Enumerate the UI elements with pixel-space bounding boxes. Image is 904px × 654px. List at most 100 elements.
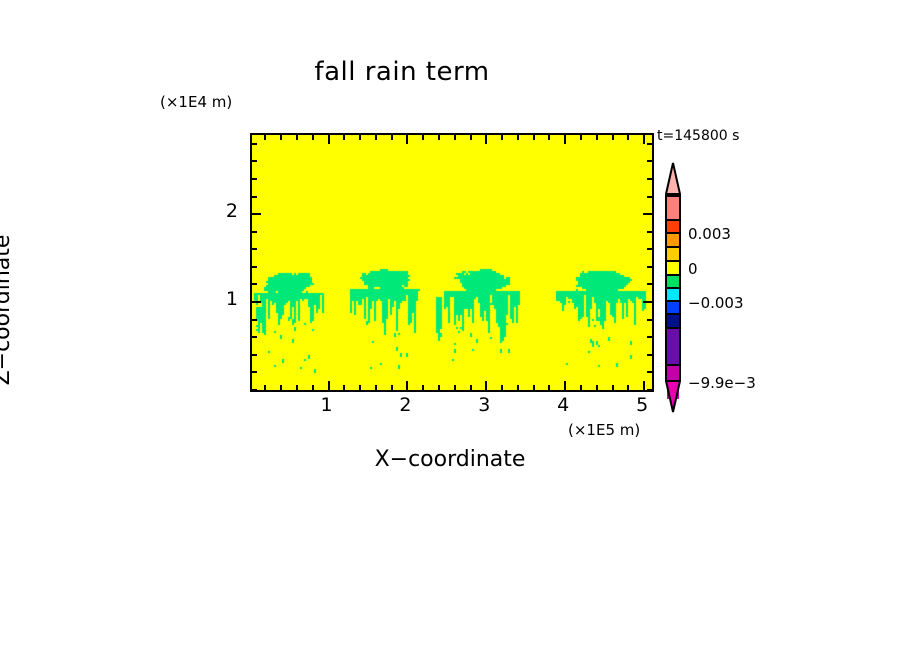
colorbar-band xyxy=(667,234,679,247)
x-axis-tick xyxy=(611,385,614,390)
x-axis-tick xyxy=(595,385,598,390)
colorbar-band-separator xyxy=(667,313,679,316)
time-annotation: t=145800 s xyxy=(657,128,740,144)
x-axis-tick-top xyxy=(453,135,456,140)
y-axis-tick xyxy=(252,353,257,356)
y-axis-title: Z−coordinate xyxy=(0,234,15,386)
colorbar-arrow-up-icon xyxy=(664,162,682,195)
y-axis-tick-right xyxy=(647,195,652,198)
colorbar-bands xyxy=(665,195,681,399)
x-axis-tick-top xyxy=(469,135,472,140)
x-axis-tick-top xyxy=(611,135,614,140)
x-axis-tick xyxy=(548,385,551,390)
y-axis-tick xyxy=(252,265,257,268)
x-axis-tick-top xyxy=(264,135,267,140)
y-axis-tick-right xyxy=(647,389,652,390)
x-axis-tick-top xyxy=(311,135,314,140)
x-axis-tick-top xyxy=(532,135,535,140)
x-axis-tick-top xyxy=(564,135,567,144)
y-axis-tick-right xyxy=(647,371,652,374)
x-axis-tick-top xyxy=(295,135,298,140)
x-axis-tick xyxy=(280,385,283,390)
x-axis-tick-top xyxy=(595,135,598,140)
x-axis-tick xyxy=(469,385,472,390)
x-axis-tick xyxy=(295,385,298,390)
x-axis-tick-top xyxy=(280,135,283,140)
x-axis-tick-top xyxy=(627,135,630,140)
y-axis-tick xyxy=(252,248,257,251)
y-axis-tick-right xyxy=(647,353,652,356)
page-title: fall rain term xyxy=(314,57,490,87)
x-axis-tick xyxy=(564,381,567,390)
colorbar-band xyxy=(667,301,679,314)
y-axis-tick xyxy=(252,230,257,233)
colorbar-tick-label: 0.003 xyxy=(688,225,731,243)
x-axis-tick-label: 4 xyxy=(557,394,570,416)
colorbar-band xyxy=(667,275,679,288)
colorbar-band xyxy=(667,329,679,364)
y-axis-tick-right xyxy=(647,265,652,268)
x-axis-tick-label: 3 xyxy=(478,394,491,416)
x-axis-tick-top xyxy=(501,135,504,140)
x-axis-tick xyxy=(485,381,488,390)
x-axis-tick-top xyxy=(485,135,488,144)
x-axis-tick xyxy=(311,385,314,390)
y-axis-tick xyxy=(252,213,261,216)
x-axis-tick-top xyxy=(516,135,519,140)
y-axis-tick xyxy=(252,195,257,198)
x-axis-tick-top xyxy=(643,135,646,144)
x-axis-tick xyxy=(390,385,393,390)
y-axis-tick-right xyxy=(643,301,652,304)
x-axis-tick-top xyxy=(406,135,409,144)
x-axis-tick-top xyxy=(374,135,377,140)
x-axis-tick-top xyxy=(579,135,582,140)
colorbar-band-separator xyxy=(667,299,679,302)
x-axis-tick-label: 5 xyxy=(636,394,649,416)
y-axis-tick-label: 2 xyxy=(225,200,238,223)
y-axis-tick-right xyxy=(647,283,652,286)
colorbar-band xyxy=(667,197,679,219)
y-axis-tick-right xyxy=(647,336,652,339)
x-axis-tick xyxy=(579,385,582,390)
colorbar: 0.003 0 −0.003 −9.9e−3 xyxy=(662,162,792,414)
colorbar-tick-label: −0.003 xyxy=(688,294,744,312)
colorbar-band-separator xyxy=(667,259,679,262)
x-axis-tick-top xyxy=(548,135,551,140)
x-axis-tick xyxy=(532,385,535,390)
y-axis-tick xyxy=(252,177,257,180)
x-axis-tick xyxy=(422,385,425,390)
y-axis-tick-label: 1 xyxy=(225,288,238,311)
colorbar-band xyxy=(667,315,679,327)
colorbar-arrow-down-icon xyxy=(664,380,682,413)
y-axis-tick xyxy=(252,336,257,339)
colorbar-band-separator xyxy=(667,287,679,290)
x-axis-tick-label: 2 xyxy=(399,394,412,416)
y-axis-units-label: (×1E4 m) xyxy=(160,93,233,111)
y-axis-tick xyxy=(252,142,257,145)
x-axis-tick xyxy=(453,385,456,390)
x-axis-tick-top xyxy=(422,135,425,140)
y-axis-tick xyxy=(252,160,257,163)
x-axis-tick xyxy=(374,385,377,390)
x-axis-units-label: (×1E5 m) xyxy=(568,421,641,439)
x-axis-tick xyxy=(406,381,409,390)
y-axis-tick-right xyxy=(643,213,652,216)
heatmap-canvas xyxy=(252,135,652,390)
x-axis-tick-top xyxy=(359,135,362,140)
y-axis-tick xyxy=(252,301,261,304)
y-axis-tick xyxy=(252,371,257,374)
y-axis-tick-right xyxy=(647,142,652,145)
plot-area xyxy=(250,133,654,392)
colorbar-band xyxy=(667,261,679,274)
colorbar-band-separator xyxy=(667,232,679,235)
x-axis-tick-top xyxy=(390,135,393,140)
x-axis-tick-top xyxy=(437,135,440,140)
x-axis-tick xyxy=(643,381,646,390)
colorbar-tick-label: 0 xyxy=(688,260,698,278)
y-axis-tick-right xyxy=(647,230,652,233)
y-axis-tick-right xyxy=(647,248,652,251)
y-axis-tick-right xyxy=(647,177,652,180)
x-axis-tick xyxy=(516,385,519,390)
colorbar-band-separator xyxy=(667,327,679,329)
x-axis-tick-top xyxy=(343,135,346,140)
